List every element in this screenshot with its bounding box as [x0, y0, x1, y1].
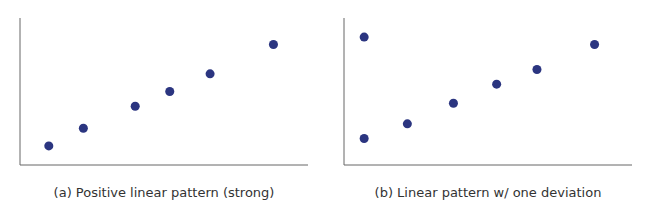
svg-text:(b) Linear pattern w/ one devi: (b) Linear pattern w/ one deviation	[375, 185, 602, 200]
svg-text:(a) Positive linear pattern (s: (a) Positive linear pattern (strong)	[54, 185, 275, 200]
